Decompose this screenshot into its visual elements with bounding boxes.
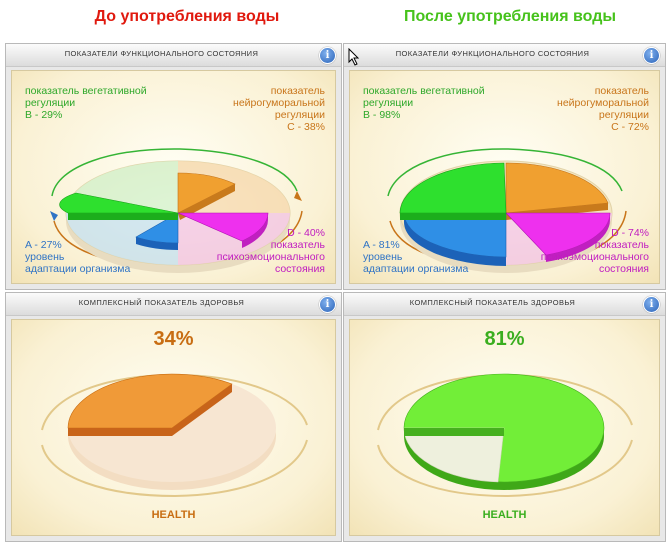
label-b-after: показатель вегетативной регуляции B - 98% — [363, 85, 485, 121]
sector-c-fill — [177, 172, 236, 214]
health-label-after: HEALTH — [482, 509, 527, 521]
sector-c-fill — [505, 162, 609, 214]
pie-filled-sector — [67, 373, 233, 429]
sector-a-side — [136, 237, 178, 250]
sector-b-fill — [59, 192, 179, 214]
sector-a-side — [404, 213, 506, 266]
info-icon[interactable]: i — [319, 296, 336, 313]
sector-d-fill — [505, 212, 611, 256]
functional-pie-chart-after — [387, 148, 627, 273]
rotation-arrow-right — [294, 191, 302, 201]
pie-filled-side-front — [68, 428, 172, 436]
panel-title: КОМПЛЕКСНЫЙ ПОКАЗАТЕЛЬ ЗДОРОВЬЯ — [78, 298, 245, 307]
health-percent-after: 81% — [484, 328, 525, 350]
panel-title: КОМПЛЕКСНЫЙ ПОКАЗАТЕЛЬ ЗДОРОВЬЯ — [409, 298, 576, 307]
sector-b-side — [400, 213, 506, 220]
sector-d-fill — [177, 212, 269, 242]
panel-header: ПОКАЗАТЕЛИ ФУНКЦИОНАЛЬНОГО СОСТОЯНИЯ i — [344, 44, 665, 67]
rotation-arrow-bottom — [41, 439, 308, 498]
pie-empty-edge — [404, 428, 504, 436]
sector-d-side — [546, 213, 610, 262]
sector-b-fill — [399, 162, 507, 214]
health-label-before: HEALTH — [151, 509, 196, 521]
panel-title: ПОКАЗАТЕЛИ ФУНКЦИОНАЛЬНОГО СОСТОЯНИЯ — [64, 49, 259, 58]
label-a-after: A - 81% уровень адаптации организма — [363, 239, 469, 275]
rotation-arrow-top — [387, 148, 623, 197]
rotation-arrow-bottom — [377, 439, 633, 498]
panel-body: показатель вегетативной регуляции B - 29% … — [11, 70, 336, 284]
panel-header: КОМПЛЕКСНЫЙ ПОКАЗАТЕЛЬ ЗДОРОВЬЯ i — [344, 293, 665, 316]
rotation-arrow-top — [51, 148, 298, 197]
rotation-arrow-left — [50, 211, 58, 221]
pie-filled-side-right — [172, 384, 232, 436]
label-c-before: показатель нейрогуморальной регуляции C - 3… — [233, 85, 325, 133]
health-pie-chart-after — [377, 373, 633, 498]
label-a-before: A - 27% уровень адаптации организма — [25, 239, 131, 275]
label-b-before: показатель вегетативной регуляции B - 29% — [25, 85, 147, 121]
health-panel-before: КОМПЛЕКСНЫЙ ПОКАЗАТЕЛЬ ЗДОРОВЬЯ i 34% HE… — [5, 292, 342, 542]
panel-body: 81% HEALTH — [349, 319, 660, 536]
info-icon[interactable]: i — [643, 296, 660, 313]
functional-state-panel-after: ПОКАЗАТЕЛИ ФУНКЦИОНАЛЬНОГО СОСТОЯНИЯ i — [343, 43, 666, 290]
label-d-before: D - 40% показатель психоэмоционального сост… — [216, 227, 325, 275]
pie-empty-sector — [403, 427, 505, 483]
functional-pie-chart-before — [50, 148, 303, 273]
panel-body: 34% HEALTH — [11, 319, 336, 536]
mouse-cursor-icon — [348, 48, 360, 66]
health-pie-chart-before — [41, 373, 308, 498]
before-water-heading: До употребления воды — [94, 8, 280, 25]
info-icon[interactable]: i — [319, 47, 336, 64]
label-c-after: показатель нейрогуморальной регуляции C - 7… — [557, 85, 649, 133]
sector-a-ghost — [66, 213, 178, 265]
functional-state-panel-before: ПОКАЗАТЕЛИ ФУНКЦИОНАЛЬНОГО СОСТОЯНИЯ i — [5, 43, 342, 290]
label-d-after: D - 74% показатель психоэмоционального сост… — [540, 227, 649, 275]
panel-header: ПОКАЗАТЕЛИ ФУНКЦИОНАЛЬНОГО СОСТОЯНИЯ i — [6, 44, 341, 67]
info-icon[interactable]: i — [643, 47, 660, 64]
panel-header: КОМПЛЕКСНЫЙ ПОКАЗАТЕЛЬ ЗДОРОВЬЯ i — [6, 293, 341, 316]
health-percent-before: 34% — [153, 328, 194, 350]
sector-d-side — [242, 213, 268, 248]
after-water-heading: После употребления воды — [403, 8, 617, 25]
panel-title: ПОКАЗАТЕЛИ ФУНКЦИОНАЛЬНОГО СОСТОЯНИЯ — [395, 49, 590, 58]
panel-body: показатель вегетативной регуляции B - 98% … — [349, 70, 660, 284]
sector-c-side — [178, 184, 235, 220]
health-panel-after: КОМПЛЕКСНЫЙ ПОКАЗАТЕЛЬ ЗДОРОВЬЯ i 81% HE… — [343, 292, 666, 542]
sector-b-side — [68, 213, 178, 220]
